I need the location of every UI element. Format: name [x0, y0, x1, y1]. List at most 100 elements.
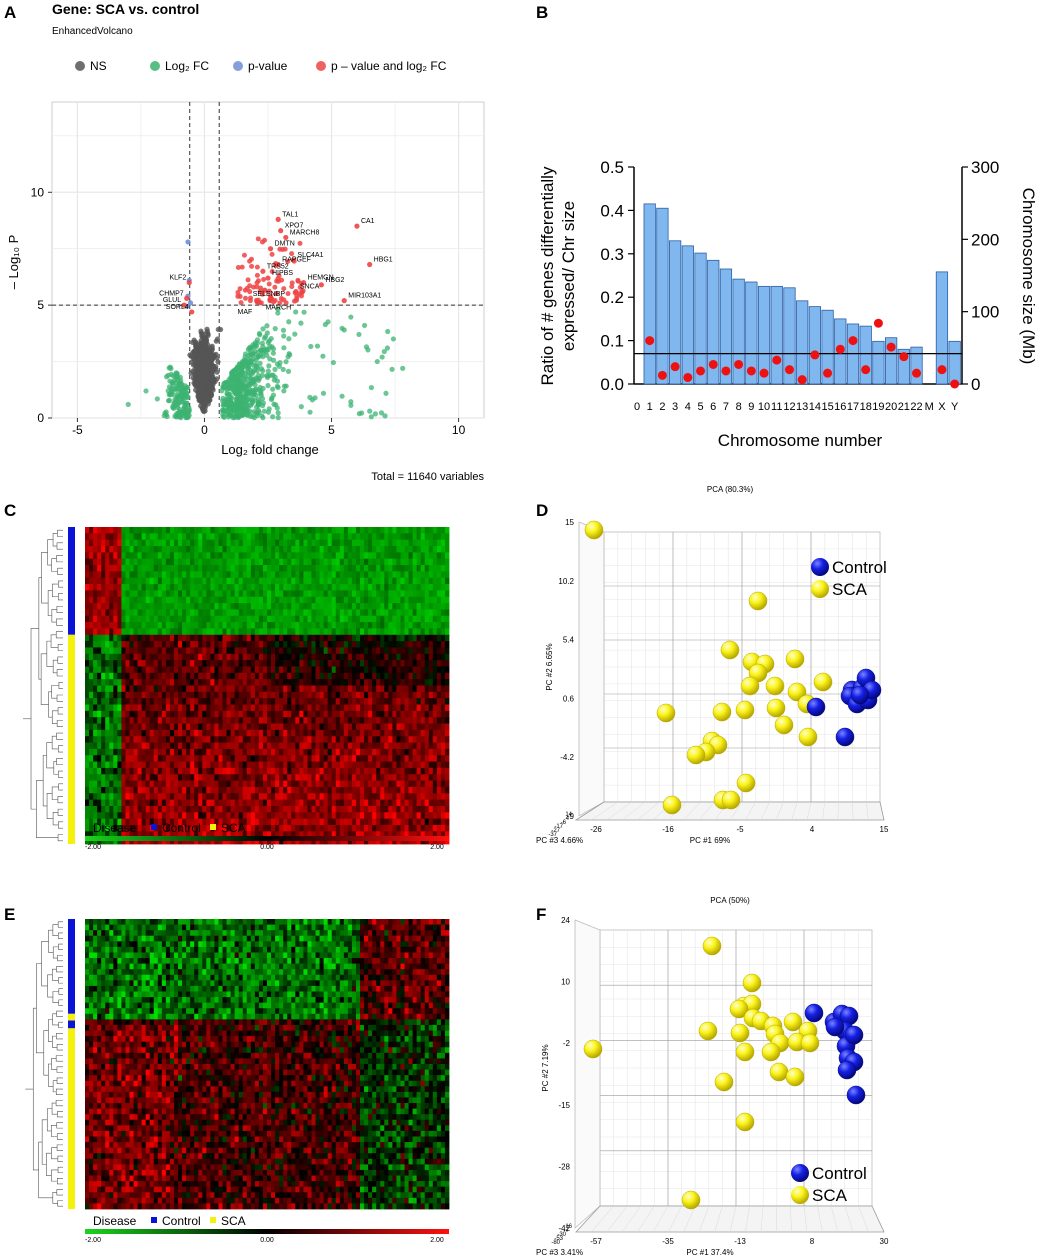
heatmap-cell: [436, 558, 442, 566]
volcano-point-sig: [237, 293, 243, 299]
heatmap-cell: [351, 736, 357, 743]
heatmap-cell: [432, 666, 438, 674]
volcano-point-ns: [188, 370, 194, 376]
heatmap-cell: [117, 666, 122, 674]
heatmap-cell: [194, 736, 199, 743]
volcano-point-log2fc: [256, 399, 263, 405]
heatmap-cell: [121, 634, 126, 642]
heatmap-cell: [226, 622, 231, 629]
heatmap-cell: [194, 539, 199, 547]
heatmap-cell: [283, 748, 288, 756]
bar-xtick-label: 16: [834, 401, 846, 413]
heatmap-cell: [408, 571, 413, 579]
heatmap-cell: [198, 717, 203, 724]
heatmap-cell: [161, 558, 167, 566]
heatmap-cell: [226, 603, 231, 610]
heatmap-cell: [267, 761, 272, 769]
heatmap-cell: [428, 742, 434, 750]
heatmap-cell: [319, 584, 325, 591]
heatmap-cell: [161, 660, 167, 667]
heatmap-cell: [279, 634, 284, 642]
heatmap-cell: [137, 641, 143, 648]
heatmap-cell: [287, 666, 292, 674]
heatmap-cell: [202, 653, 207, 661]
heatmap-cell: [149, 704, 155, 712]
heatmap-cell: [416, 748, 422, 756]
heatmap-cell: [246, 748, 252, 756]
heatmap-cell: [202, 755, 207, 762]
heatmap-cell: [222, 641, 227, 648]
heatmap-cell: [202, 615, 207, 623]
heatmap-cell: [250, 704, 256, 712]
heatmap-cell: [351, 723, 357, 731]
heatmap-cell: [101, 672, 106, 680]
heatmap-cell: [267, 622, 272, 629]
heatmap-cell: [165, 596, 171, 604]
heatmap-cell: [444, 736, 450, 743]
heatmap-cell: [303, 717, 308, 724]
heatmap-cell: [388, 558, 393, 566]
heatmap-cell: [125, 685, 130, 693]
heatmap-cell: [303, 609, 308, 617]
volcano-legend-pvalue-label: p-value: [248, 59, 288, 73]
heatmap-cell: [347, 546, 353, 553]
heatmap-cell: [331, 571, 337, 579]
heatmap-cell: [311, 723, 316, 731]
heatmap-cell: [234, 596, 240, 604]
heatmap-cell: [440, 666, 446, 674]
heatmap-cell: [303, 590, 308, 598]
heatmap-cell: [89, 729, 94, 737]
heatmap-cell: [275, 742, 280, 750]
heatmap-cell: [97, 571, 102, 579]
bar-ratio-dot-X: [937, 365, 947, 375]
heatmap-cell: [384, 653, 389, 661]
heatmap-cell: [206, 672, 211, 680]
heatmap-cell: [190, 634, 195, 642]
heatmap-cell: [101, 729, 106, 737]
heatmap-cell: [133, 539, 138, 547]
heatmap-cell: [258, 755, 264, 762]
heatmap-cell: [436, 647, 442, 655]
heatmap-cell: [331, 533, 337, 541]
heatmap-cell: [335, 717, 341, 724]
heatmap-cell: [420, 755, 426, 762]
heatmap-cell: [295, 755, 300, 762]
heatmap-cell: [440, 641, 446, 648]
heatmap-cell: [408, 552, 413, 560]
volcano-point-log2fc: [292, 331, 298, 337]
bar-chr-22: [910, 346, 923, 385]
heatmap-cell: [319, 603, 325, 610]
heatmap-cell: [311, 565, 316, 572]
heatmap-cell: [412, 628, 418, 636]
heatmap-cell: [238, 590, 244, 598]
heatmap-cell: [424, 596, 430, 604]
heatmap-cell: [161, 615, 167, 623]
heatmap-cell: [262, 736, 268, 743]
heatmap-cell: [420, 634, 426, 642]
heatmap-cell: [287, 736, 292, 743]
heatmap-cell: [97, 736, 102, 743]
heatmap-cell: [436, 628, 442, 636]
bar-xtick-label: 14: [809, 401, 821, 413]
heatmap-cell: [339, 666, 345, 674]
heatmap-cell: [287, 533, 292, 541]
heatmap-cell: [436, 742, 442, 750]
bar-xtick-label: 7: [723, 401, 729, 413]
volcano-point-log2fc: [241, 363, 247, 369]
heatmap-cell: [444, 527, 450, 534]
heatmap-cell: [246, 539, 252, 547]
heatmap-cell: [206, 647, 211, 655]
heatmap-cell: [295, 527, 300, 534]
heatmap-cell: [311, 729, 316, 737]
heatmap-cell: [230, 723, 236, 731]
heatmap-cell: [137, 571, 143, 579]
panel-label-d: D: [536, 501, 548, 520]
heatmap-cell: [254, 596, 260, 604]
heatmap-cell: [303, 666, 308, 674]
volcano-point-sig: [269, 251, 275, 257]
heatmap-cell: [283, 552, 288, 560]
heatmap-cell: [85, 539, 90, 547]
heatmap-cell: [101, 609, 106, 617]
volcano-point-sig: [255, 236, 261, 242]
heatmap-cell: [392, 748, 397, 756]
